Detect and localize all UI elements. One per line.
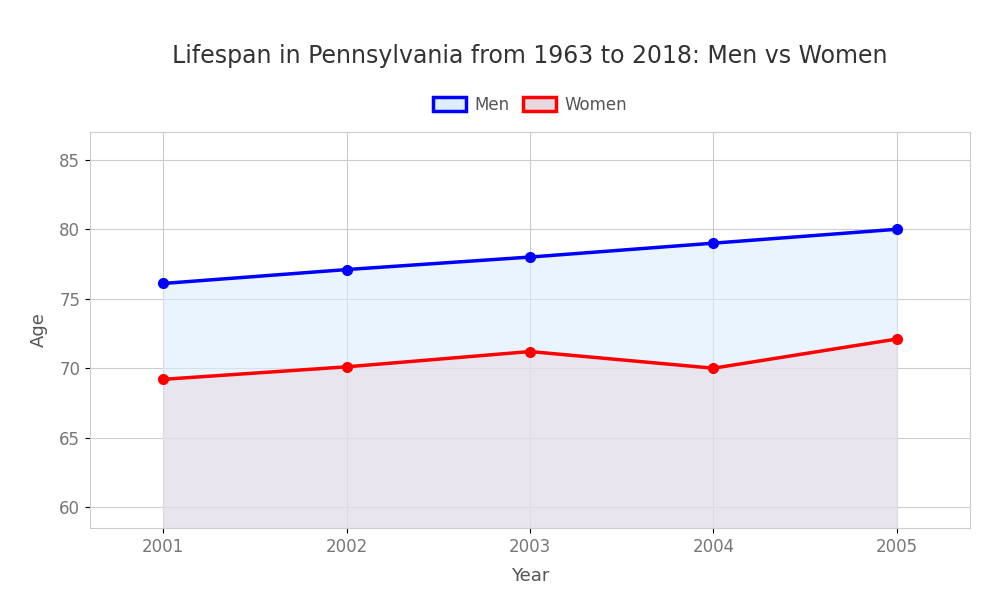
Y-axis label: Age: Age <box>30 313 48 347</box>
Legend: Men, Women: Men, Women <box>426 89 634 120</box>
X-axis label: Year: Year <box>511 567 549 585</box>
Title: Lifespan in Pennsylvania from 1963 to 2018: Men vs Women: Lifespan in Pennsylvania from 1963 to 20… <box>172 44 888 68</box>
